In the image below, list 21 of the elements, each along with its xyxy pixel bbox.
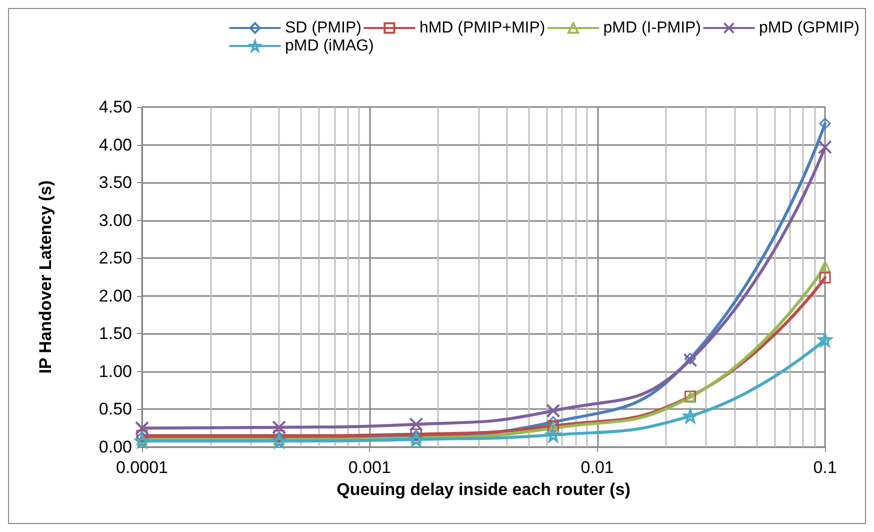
x-tick-label: 0.01 <box>580 458 614 477</box>
legend-label: pMD (I-PMIP) <box>603 20 702 36</box>
y-tick-label: 2.50 <box>98 248 132 268</box>
y-tick-label: 1.00 <box>98 362 132 381</box>
y-tick-label: 4.00 <box>98 135 132 154</box>
y-tick-label: 4.50 <box>98 98 132 116</box>
legend-label: hMD (PMIP+MIP) <box>419 20 546 36</box>
x-tick-label: 0.0001 <box>116 458 168 477</box>
y-tick-label: 3.50 <box>98 173 132 192</box>
x-tick-label: 0.1 <box>813 458 837 477</box>
legend-label: SD (PMIP) <box>285 20 362 36</box>
y-tick-label: 1.50 <box>98 324 132 344</box>
y-tick-label: 3.00 <box>98 210 132 230</box>
y-tick-label: 2.00 <box>98 286 132 306</box>
legend-label: pMD (iMAG) <box>285 38 374 54</box>
y-tick-label: 0.50 <box>98 400 132 419</box>
legend-label: pMD (GPMIP) <box>759 20 860 36</box>
y-axis-title: IP Handover Latency (s) <box>36 180 55 374</box>
x-tick-label: 0.001 <box>348 458 391 477</box>
x-axis-title: Queuing delay inside each router (s) <box>336 480 630 499</box>
y-tick-label: 0.00 <box>98 438 132 456</box>
